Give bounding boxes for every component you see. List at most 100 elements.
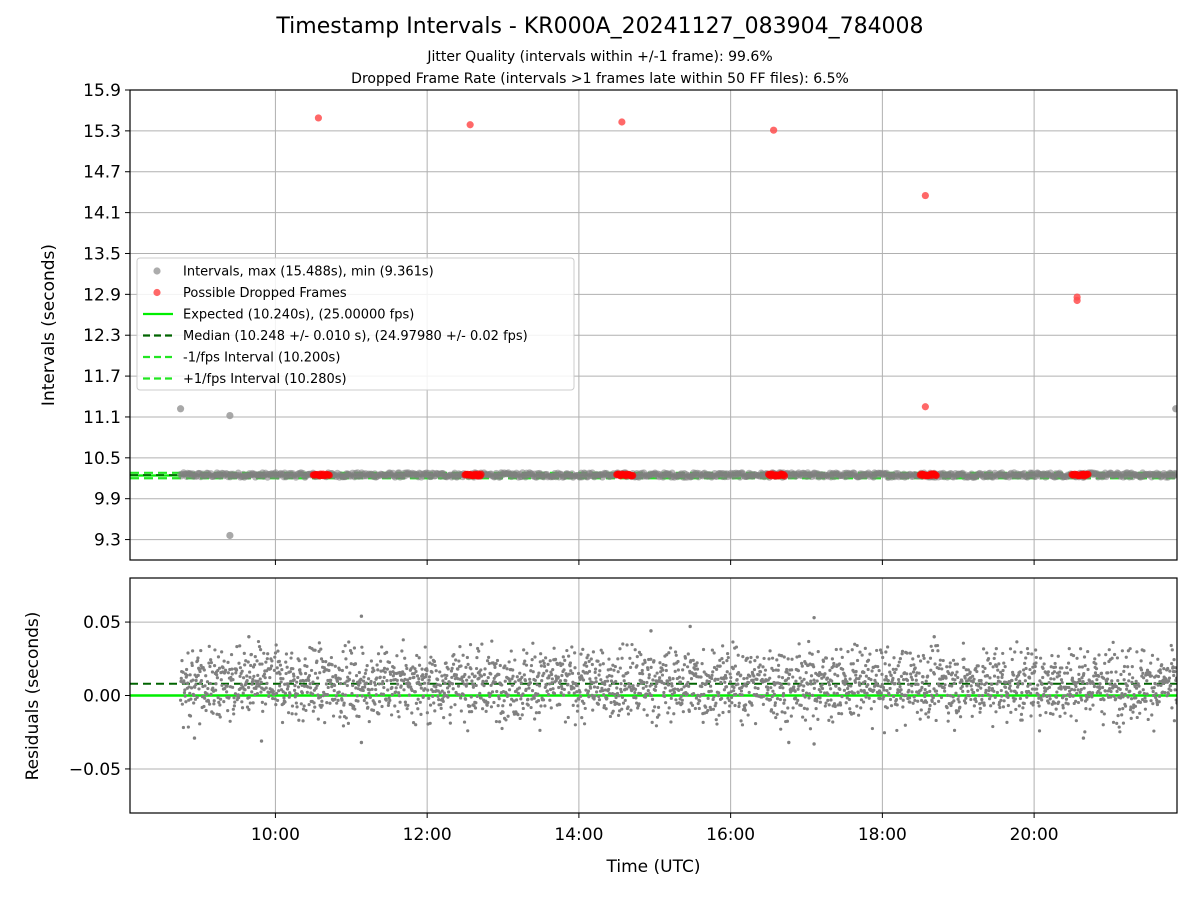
residual-point bbox=[827, 718, 831, 722]
residual-point bbox=[374, 693, 378, 697]
residual-point bbox=[1138, 700, 1143, 704]
residual-point bbox=[360, 694, 364, 698]
residual-point bbox=[795, 655, 799, 659]
residual-point bbox=[505, 667, 509, 671]
residual-point bbox=[1167, 679, 1171, 683]
residual-point bbox=[1115, 656, 1120, 660]
residual-point bbox=[181, 670, 185, 674]
residual-point bbox=[723, 701, 727, 705]
residual-point bbox=[497, 672, 501, 677]
residual-point bbox=[1157, 694, 1162, 698]
top-y-axis-ticks: 9.39.910.511.111.712.312.913.514.114.715… bbox=[83, 81, 130, 551]
dropped-frame-point bbox=[780, 472, 789, 480]
chart-subtitle-dropped: Dropped Frame Rate (intervals >1 frames … bbox=[351, 71, 849, 87]
residual-point bbox=[416, 697, 420, 701]
residual-point bbox=[914, 674, 918, 678]
residual-point bbox=[862, 670, 866, 675]
residual-point bbox=[872, 699, 876, 704]
residual-point bbox=[1082, 672, 1086, 676]
residual-point bbox=[356, 699, 360, 703]
residual-point bbox=[1129, 705, 1133, 709]
residual-point bbox=[908, 700, 912, 704]
residual-point bbox=[543, 685, 547, 690]
residual-point bbox=[826, 692, 830, 697]
residual-point bbox=[226, 660, 230, 664]
residual-point bbox=[739, 673, 743, 677]
residual-point bbox=[519, 697, 523, 701]
residual-point bbox=[207, 661, 211, 665]
residual-point bbox=[459, 664, 463, 668]
residual-point bbox=[996, 668, 1000, 672]
residual-point bbox=[242, 676, 246, 680]
residual-point bbox=[1106, 671, 1110, 675]
residual-point bbox=[596, 702, 600, 706]
residual-point bbox=[484, 709, 488, 714]
residual-point bbox=[186, 681, 190, 685]
residual-point bbox=[787, 682, 791, 686]
residual-point bbox=[1020, 682, 1025, 686]
dropped-frame-point bbox=[618, 118, 626, 126]
residual-point bbox=[492, 700, 496, 705]
residual-point bbox=[308, 682, 312, 686]
residual-point bbox=[820, 683, 824, 687]
residual-point bbox=[834, 647, 838, 652]
residual-point bbox=[800, 664, 804, 668]
residual-point bbox=[216, 668, 220, 673]
residual-point bbox=[582, 722, 587, 726]
residual-point bbox=[1020, 691, 1024, 695]
residual-point bbox=[698, 699, 702, 703]
residual-point bbox=[320, 703, 324, 707]
residual-point bbox=[1076, 688, 1080, 692]
residual-point bbox=[726, 696, 730, 700]
residual-point bbox=[767, 657, 771, 661]
residual-point bbox=[421, 694, 426, 698]
residual-point bbox=[285, 687, 290, 691]
residual-point bbox=[769, 686, 773, 690]
residual-point bbox=[325, 693, 330, 697]
residual-point bbox=[744, 684, 748, 688]
residual-point bbox=[406, 703, 410, 707]
top-y-tick-label: 12.3 bbox=[83, 326, 121, 346]
residual-point bbox=[891, 676, 895, 680]
residual-point bbox=[388, 698, 392, 702]
residual-point bbox=[783, 698, 787, 702]
residual-point bbox=[599, 648, 603, 652]
residual-point bbox=[956, 709, 961, 713]
residual-point bbox=[897, 677, 901, 682]
residual-point bbox=[1030, 687, 1035, 691]
residual-point bbox=[931, 695, 935, 700]
residual-point bbox=[812, 742, 816, 746]
residual-point bbox=[972, 690, 976, 695]
residual-point bbox=[766, 688, 770, 692]
residual-point bbox=[660, 673, 665, 677]
residual-point bbox=[733, 664, 737, 668]
residual-point bbox=[536, 692, 540, 696]
residual-point bbox=[469, 695, 473, 699]
residual-point bbox=[575, 709, 580, 713]
residual-point bbox=[328, 681, 332, 685]
residual-point bbox=[831, 720, 835, 724]
residual-point bbox=[1151, 693, 1156, 698]
residual-point bbox=[857, 713, 861, 717]
residual-point bbox=[840, 712, 844, 716]
residual-point bbox=[1112, 694, 1116, 698]
residual-point bbox=[413, 667, 417, 671]
residual-point bbox=[674, 698, 678, 702]
residual-point bbox=[1008, 684, 1012, 688]
residual-point bbox=[1166, 666, 1170, 671]
residual-point bbox=[593, 670, 597, 674]
residual-point bbox=[311, 680, 315, 684]
residual-point bbox=[740, 693, 744, 697]
residual-point bbox=[711, 707, 716, 711]
residual-point bbox=[208, 664, 212, 669]
residual-point bbox=[351, 679, 355, 683]
residual-point bbox=[802, 706, 807, 710]
residual-point bbox=[989, 704, 993, 708]
residual-point bbox=[627, 681, 631, 686]
residual-point bbox=[1004, 680, 1008, 684]
residual-point bbox=[206, 686, 210, 691]
residual-point bbox=[909, 675, 913, 679]
residual-point bbox=[507, 660, 511, 664]
residual-point bbox=[972, 677, 976, 681]
residual-point bbox=[932, 687, 936, 691]
